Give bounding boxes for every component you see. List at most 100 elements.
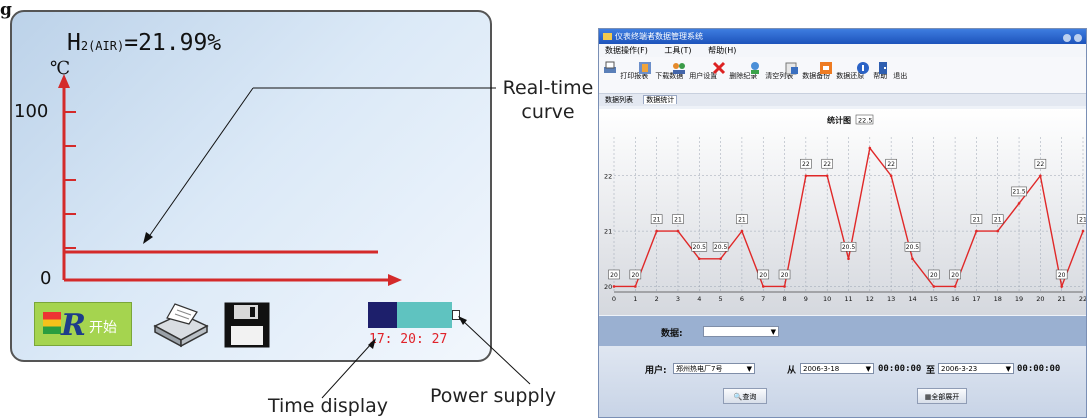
menu-tools[interactable]: 工具(T) [664, 46, 692, 55]
data-label-box [991, 214, 1004, 224]
menu-data[interactable]: 数据操作(F) [605, 46, 648, 55]
data-labels: 20 20 21 21 20.5 20.5 21 20 20 22 22 20.5 22 20.5 20 20… [608, 158, 1086, 280]
printer-icon[interactable] [147, 300, 211, 348]
chart-title-value: 22.5 [858, 117, 872, 125]
x-tick-label: 19 [1015, 295, 1023, 303]
data-select[interactable]: ▼ [703, 326, 779, 337]
data-label: 22 [802, 161, 810, 168]
x-tick-label: 13 [887, 295, 895, 303]
y-tick-label: 20 [604, 283, 612, 291]
data-label: 21 [653, 216, 661, 223]
data-point [847, 257, 850, 261]
data-label: 21 [674, 216, 682, 223]
figure-label: g [0, 0, 12, 20]
data-point [932, 285, 936, 288]
print-report-button[interactable]: 打印报表 [602, 60, 648, 81]
restore-icon [820, 62, 832, 74]
tab-data-statistics[interactable]: 数据统计 [643, 95, 678, 104]
data-label: 21 [973, 216, 981, 223]
user-settings-button[interactable]: 用户设置 [671, 60, 717, 81]
chevron-down-icon: ▼ [770, 328, 776, 336]
data-point [1017, 202, 1021, 205]
data-point [975, 229, 978, 233]
help-icon [857, 62, 869, 74]
delete-record-button[interactable]: 删除纪录 [711, 60, 757, 81]
data-label: 21 [738, 216, 746, 223]
battery-indicator [368, 302, 460, 328]
x-tick-label: 5 [719, 295, 723, 303]
data-point [889, 174, 893, 178]
data-label: 20.5 [693, 244, 707, 251]
data-label: 20 [610, 272, 618, 279]
expand-all-button[interactable]: ▦全部展开 [917, 388, 967, 404]
clear-list-button[interactable]: 清空列表 [747, 60, 793, 81]
app-icon [603, 33, 612, 40]
data-label: 20.5 [906, 244, 920, 251]
data-point [1039, 174, 1042, 178]
x-tick-label: 12 [866, 295, 874, 303]
x-tick-label: 7 [761, 295, 765, 303]
data-label: 22 [823, 161, 831, 168]
x-tick-label: 14 [908, 295, 916, 303]
x-tick-label: 10 [823, 295, 831, 303]
exit-button[interactable]: 退出 [875, 60, 907, 81]
data-point [1081, 229, 1085, 233]
data-points [612, 146, 1085, 288]
y-tick-label: 22 [604, 172, 612, 180]
query-button[interactable]: 🔍查询 [723, 388, 767, 404]
window-title: 仪表终端者数据管理系统 [615, 32, 703, 41]
floppy-disk-icon[interactable] [224, 302, 270, 348]
data-label: 20 [781, 272, 789, 279]
data-label-box [672, 214, 684, 224]
to-time[interactable]: 00:00:00 [1017, 364, 1061, 374]
menu-help[interactable]: 帮助(H) [708, 46, 737, 55]
axis-tick-bottom: 0 [40, 268, 52, 289]
tab-data-list[interactable]: 数据列表 [605, 96, 633, 104]
search-icon: 🔍 [733, 393, 743, 401]
data-label: 20 [930, 272, 938, 279]
chevron-down-icon: ▼ [1005, 365, 1011, 373]
data-label: 20.5 [714, 244, 728, 251]
x-tick-label: 21 [1058, 295, 1066, 303]
data-label: 20 [631, 272, 639, 279]
from-time[interactable]: 00:00:00 [878, 364, 922, 374]
from-label: 从 [787, 366, 797, 376]
to-date-select[interactable]: 2006-3-23 ▼ [938, 363, 1014, 374]
data-point [1060, 285, 1063, 288]
start-button[interactable]: R 开始 [34, 302, 132, 346]
data-label: 20 [1058, 272, 1066, 279]
data-label-box [885, 158, 897, 169]
x-tick-label: 16 [951, 295, 959, 303]
close-icon[interactable] [1074, 34, 1082, 42]
data-label-box [608, 269, 620, 280]
to-label: 至 [926, 366, 936, 376]
data-restore-button[interactable]: 数据还原 [818, 60, 864, 81]
data-label-box [800, 158, 812, 169]
x-tick-label: 22 [1079, 295, 1087, 303]
chevron-down-icon: ▼ [865, 365, 871, 373]
data-point [804, 174, 808, 178]
data-point [761, 285, 765, 288]
x-tick-label: 17 [972, 295, 980, 303]
data-label-box [691, 241, 708, 252]
start-label: 开始 [89, 320, 117, 336]
user-field-label: 用户: [645, 366, 667, 376]
data-label-box [840, 241, 857, 252]
chart-title: 统计图 [827, 115, 851, 125]
y-tick-label: 21 [604, 228, 612, 236]
users-icon [673, 63, 685, 74]
backup-icon [785, 62, 798, 75]
data-backup-button[interactable]: 数据备份 [784, 60, 830, 81]
from-date-select[interactable]: 2006-3-18 ▼ [800, 363, 874, 374]
user-select[interactable]: 郑州热电厂7号 ▼ [673, 363, 755, 374]
title-bar: 仪表终端者数据管理系统 [599, 29, 1086, 44]
minimize-icon[interactable] [1063, 34, 1071, 42]
help-button[interactable]: 帮助 [855, 60, 887, 81]
window-controls [1060, 32, 1082, 47]
data-point [612, 285, 616, 288]
download-data-button[interactable]: 下载数据 [637, 60, 683, 81]
x-tick-label: 3 [676, 295, 680, 303]
data-label-box [1011, 186, 1027, 197]
data-point [825, 174, 829, 178]
